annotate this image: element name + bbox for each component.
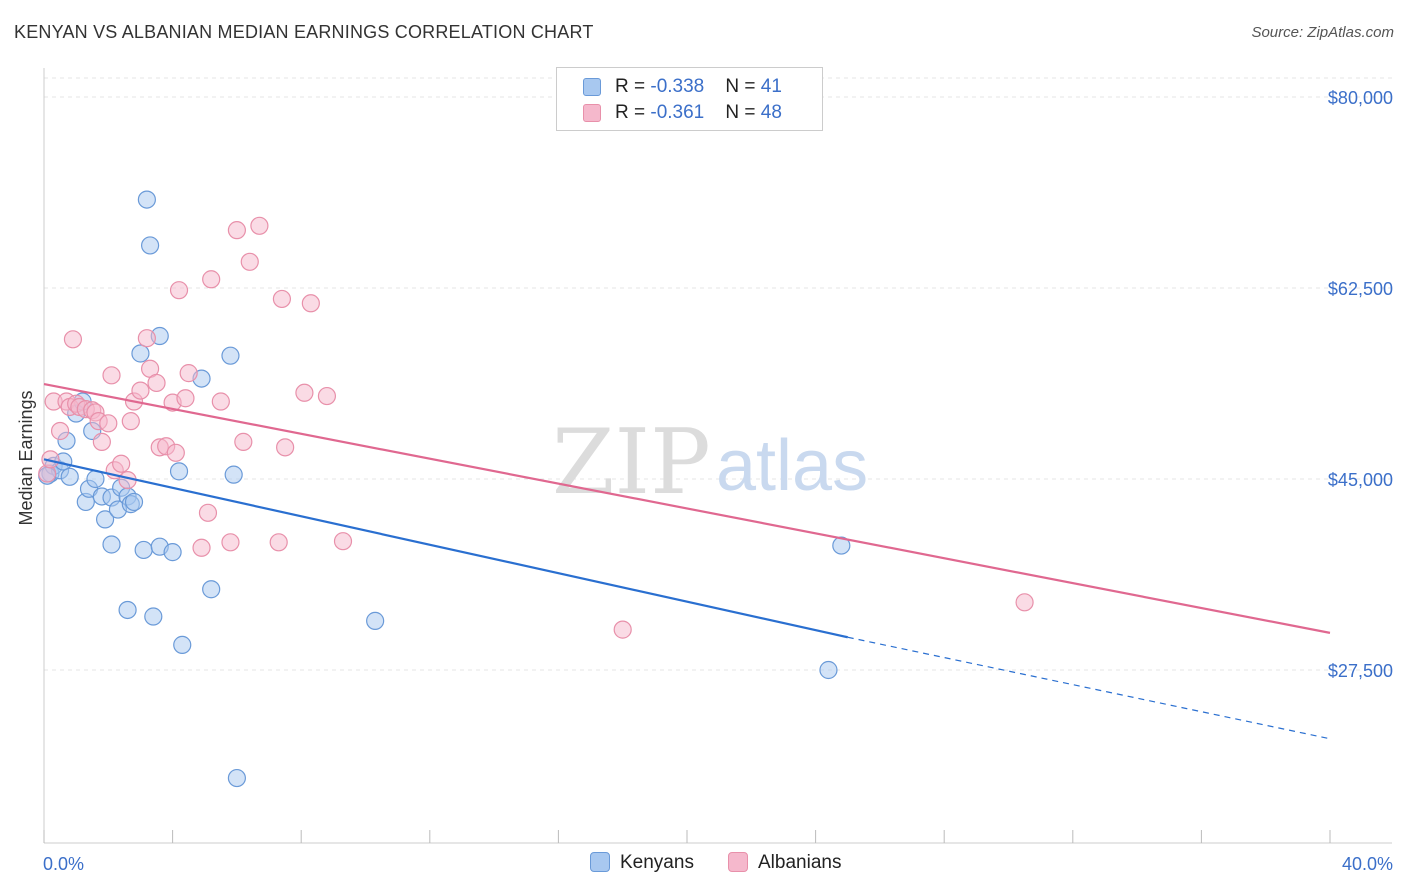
bottom-kenyan-label: Kenyans (620, 852, 694, 873)
albanian-point-44 (301, 294, 320, 313)
y-tick-label-0: $27,500 (1328, 661, 1393, 681)
legend-albanian-n-value: 48 (760, 102, 782, 123)
kenyan-point-31 (173, 635, 192, 654)
kenyan-point-19 (118, 600, 137, 620)
y-tick-label-3: $80,000 (1328, 88, 1393, 108)
source-credit: Source: ZipAtlas.com (1251, 24, 1394, 41)
legend-albanian-n-label: N = (725, 102, 761, 123)
albanian-point-1 (41, 450, 60, 469)
x-tick-max: 40.0% (1342, 854, 1393, 874)
albanian-point-30 (176, 389, 195, 408)
x-tick-min: 0.0% (43, 854, 84, 874)
kenyan-trend-extension (847, 636, 1331, 740)
albanian-point-17 (112, 454, 131, 473)
albanian-point-43 (276, 438, 295, 457)
kenyan-point-38 (819, 660, 838, 680)
albanian-point-24 (147, 373, 166, 393)
kenyan-point-22 (131, 344, 150, 363)
bottom-albanian-swatch (728, 852, 748, 872)
legend-kenyan-text: R = -0.338 N = 41 (615, 76, 782, 98)
albanian-swatch (583, 104, 601, 122)
bottom-legend-albanian: Albanians (728, 852, 841, 874)
bottom-albanian-label: Albanians (758, 852, 842, 873)
albanian-point-3 (50, 421, 70, 441)
legend: R = -0.338 N = 41 R = -0.361 N = 48 (556, 67, 823, 131)
albanian-point-40 (250, 216, 269, 235)
albanian-point-45 (295, 383, 314, 402)
kenyan-point-37 (366, 611, 385, 630)
watermark-zip: ZIP (552, 410, 711, 515)
legend-kenyan-r-label: R = (615, 76, 651, 97)
kenyan-point-23 (134, 540, 153, 560)
watermark: ZIP atlas (552, 410, 868, 515)
albanian-points (38, 216, 1034, 639)
albanian-point-32 (192, 538, 211, 557)
kenyan-point-35 (224, 465, 243, 484)
kenyan-point-39 (832, 536, 851, 555)
albanian-point-47 (333, 532, 353, 551)
albanian-point-39 (240, 252, 259, 271)
legend-albanian-r-label: R = (615, 102, 651, 123)
albanian-point-36 (221, 533, 240, 552)
albanian-point-13 (92, 432, 111, 451)
legend-kenyan-n-label: N = (725, 76, 761, 97)
legend-albanian-r-value: -0.361 (650, 102, 705, 123)
legend-kenyan-n-value: 41 (760, 76, 782, 97)
kenyan-point-5 (60, 467, 79, 486)
kenyan-point-33 (202, 580, 221, 599)
kenyan-swatch (583, 78, 601, 96)
kenyan-point-34 (221, 346, 240, 365)
legend-kenyan-r-value: -0.338 (650, 76, 705, 97)
bottom-kenyan-swatch (590, 852, 610, 872)
kenyan-point-30 (169, 462, 189, 481)
kenyan-point-26 (144, 607, 163, 626)
kenyan-point-24 (137, 190, 156, 209)
albanian-point-46 (317, 386, 337, 406)
albanian-point-21 (131, 381, 150, 400)
albanian-point-34 (202, 270, 221, 289)
kenyan-point-21 (124, 492, 144, 512)
bottom-legend-kenyan: Kenyans (590, 852, 694, 874)
y-tick-labels: $27,500 $45,000 $62,500 $80,000 (1328, 88, 1393, 681)
trend-lines (43, 382, 1331, 740)
albanian-point-42 (272, 289, 292, 309)
y-tick-label-1: $45,000 (1328, 470, 1393, 490)
albanian-point-48 (613, 620, 632, 639)
albanian-point-33 (198, 503, 218, 522)
y-axis-label: Median Earnings (16, 390, 36, 525)
legend-albanian-text: R = -0.361 N = 48 (615, 102, 782, 124)
kenyan-point-25 (140, 236, 160, 255)
kenyan-point-36 (227, 768, 246, 788)
albanian-point-19 (121, 412, 140, 431)
kenyan-point-15 (102, 535, 121, 554)
y-tick-label-2: $62,500 (1328, 279, 1393, 299)
albanian-point-37 (227, 221, 246, 240)
kenyan-point-29 (163, 543, 182, 562)
albanian-point-29 (169, 281, 189, 300)
albanian-point-31 (179, 364, 198, 383)
grid-lines (44, 77, 1392, 671)
albanian-point-6 (63, 330, 83, 349)
albanian-point-22 (137, 329, 156, 348)
albanian-point-28 (166, 443, 185, 462)
albanian-point-15 (102, 366, 121, 385)
kenyan-point-13 (95, 510, 115, 529)
kenyan-trend-line (43, 458, 848, 639)
albanian-trend-line (43, 382, 1331, 634)
albanian-point-49 (1015, 593, 1034, 612)
albanian-point-14 (99, 414, 118, 433)
albanian-point-41 (269, 533, 288, 552)
watermark-atlas: atlas (716, 426, 868, 506)
albanian-point-35 (211, 392, 230, 411)
albanian-point-38 (234, 432, 253, 451)
chart-title: KENYAN VS ALBANIAN MEDIAN EARNINGS CORRE… (14, 22, 594, 42)
